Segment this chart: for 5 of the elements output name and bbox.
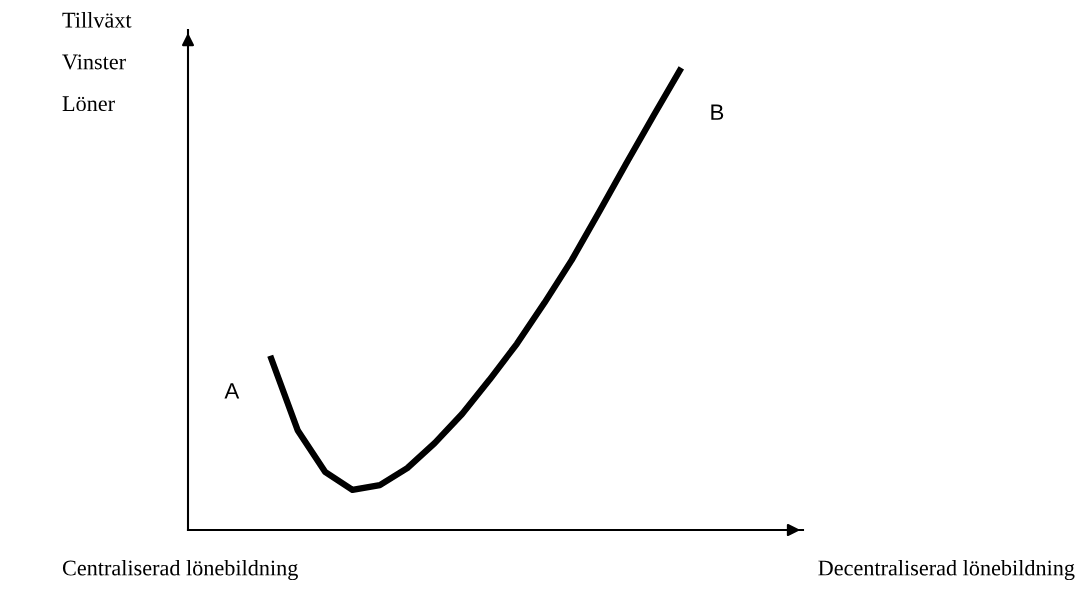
text: Tillväxt Vinster Löner <box>62 12 132 112</box>
annotation: B <box>711 104 724 120</box>
annotation: A <box>224 383 240 399</box>
text: Decentraliserad lönebildning <box>818 559 1075 581</box>
text: Centraliserad lönebildning <box>62 559 298 581</box>
